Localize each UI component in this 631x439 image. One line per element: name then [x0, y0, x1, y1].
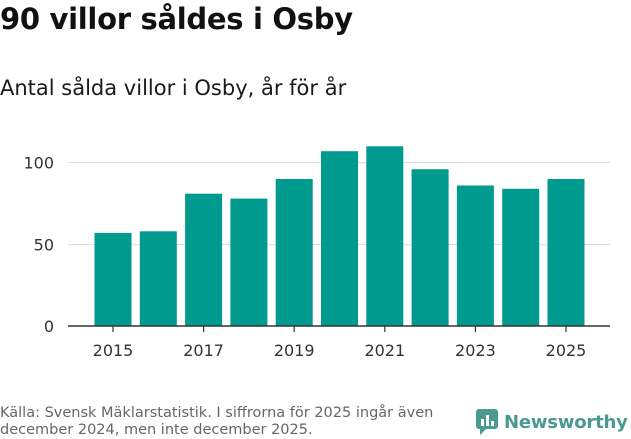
bar-2024: [502, 188, 540, 326]
bar-2015: [94, 232, 132, 326]
x-tick-label: 2023: [455, 341, 496, 360]
x-tick-label: 2021: [364, 341, 405, 360]
bar-2022: [411, 169, 449, 326]
brand-logo: Newsworthy: [476, 409, 628, 435]
bar-2020: [321, 151, 358, 326]
bar-2016: [139, 231, 177, 326]
x-axis-tick-labels: 2015 2017 2019 2021 2023 2025: [93, 341, 587, 360]
x-tick-label: 2015: [93, 341, 134, 360]
newsworthy-logo-icon: [476, 409, 498, 435]
chart-title: 90 villor såldes i Osby: [0, 2, 353, 36]
bar-2023: [456, 185, 494, 326]
bar-chart: 0 50 100 2015 2017 2019 2021 2023 2025: [23, 146, 610, 360]
bar-2017: [185, 193, 223, 326]
bar-2025: [547, 179, 585, 326]
y-tick-label: 100: [23, 154, 54, 173]
bar-2021: [366, 146, 404, 326]
chart-subtitle: Antal sålda villor i Osby, år för år: [0, 76, 347, 100]
bar-2019: [275, 179, 313, 326]
source-note: Källa: Svensk Mäklarstatistik. I siffror…: [0, 405, 434, 438]
bar-2018: [230, 198, 268, 326]
x-tick-label: 2025: [546, 341, 587, 360]
y-tick-label: 0: [44, 317, 54, 336]
x-tick-label: 2019: [274, 341, 315, 360]
x-tick-label: 2017: [183, 341, 224, 360]
y-tick-label: 50: [34, 235, 54, 254]
y-axis-tick-labels: 0 50 100: [23, 154, 54, 336]
x-axis: [68, 325, 610, 332]
brand-name: Newsworthy: [504, 411, 628, 433]
bars: [94, 146, 585, 326]
